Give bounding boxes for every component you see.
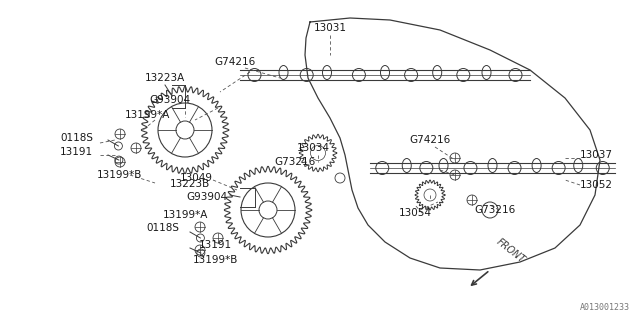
Text: 13049: 13049 [179,173,212,183]
Text: FRONT: FRONT [495,237,527,265]
Text: 13199*B: 13199*B [97,170,143,180]
Text: 13191: 13191 [60,147,93,157]
Text: 13054: 13054 [399,208,431,218]
Text: 13223A: 13223A [145,73,185,83]
Text: 13034: 13034 [296,143,330,153]
Text: G73216: G73216 [275,157,316,167]
Text: G93904: G93904 [149,95,191,105]
Text: 0118S: 0118S [60,133,93,143]
Text: 13191: 13191 [198,240,232,250]
Text: 13223B: 13223B [170,179,210,189]
Text: G93904: G93904 [186,192,228,202]
Text: 13031: 13031 [314,23,346,33]
Text: 13037: 13037 [580,150,613,160]
Text: G74216: G74216 [410,135,451,145]
Text: 0118S: 0118S [147,223,179,233]
Text: 13052: 13052 [580,180,613,190]
Text: G73216: G73216 [474,205,516,215]
Text: G74216: G74216 [214,57,255,67]
Text: 13199*B: 13199*B [192,255,237,265]
Text: 13199*A: 13199*A [163,210,208,220]
Text: 13199*A: 13199*A [125,110,171,120]
Text: A013001233: A013001233 [580,303,630,312]
